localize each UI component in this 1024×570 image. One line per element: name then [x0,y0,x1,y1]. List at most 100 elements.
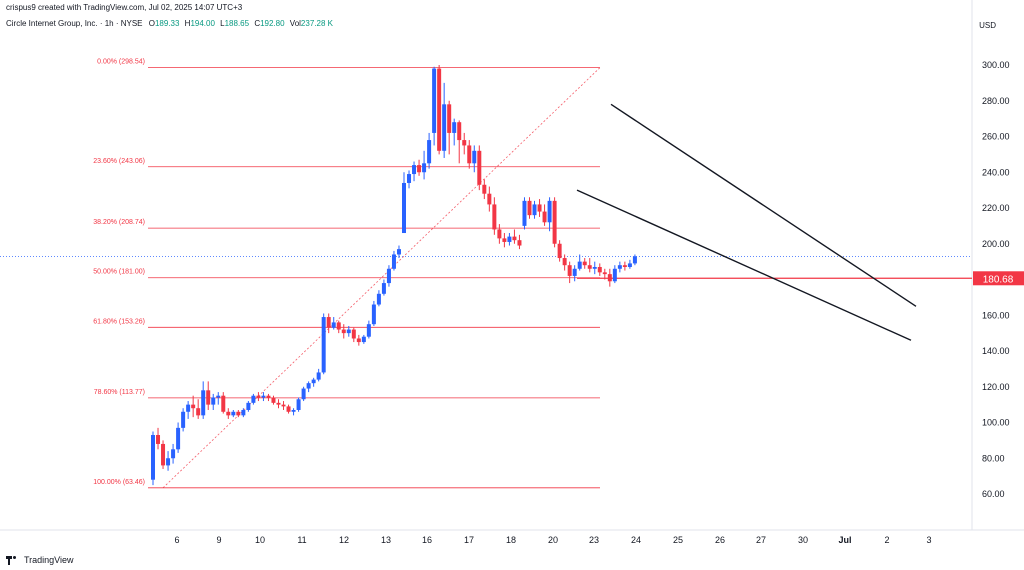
candle-body-66 [482,184,487,194]
fib-level-label-5: 78.60% (113.77) [94,389,145,396]
candle-body-26 [281,404,286,407]
y-tick-label-2: 260.00 [982,132,1010,142]
candle-body-35 [326,317,331,328]
candle-body-30 [301,388,306,400]
tradingview-logo-icon [6,555,20,565]
x-tick-label-1: 9 [216,535,221,545]
candle-body-87 [587,265,592,269]
candle-body-88 [592,266,597,269]
candle-body-85 [577,261,582,269]
candle-body-32 [311,379,316,384]
fib-level-label-0: 0.00% (298.54) [97,59,145,66]
fib-level-label-1: 23.60% (243.06) [93,158,145,165]
x-tick-label-0: 6 [174,535,179,545]
candle-body-29 [296,399,301,410]
y-tick-label-7: 140.00 [982,346,1010,356]
candle-body-10 [201,390,206,416]
x-tick-label-4: 12 [339,535,349,545]
candle-body-6 [181,411,186,428]
candle-body-56 [432,68,437,133]
candle-body-95 [627,263,632,267]
last-price-tag-label: 180.68 [983,274,1014,285]
candle-body-89 [597,266,602,273]
candle-body-39 [346,329,351,334]
candle-body-61 [457,122,462,141]
candle-body-73 [517,240,522,246]
candle-body-49 [396,249,401,255]
y-tick-label-1: 280.00 [982,96,1010,106]
candle-body-60 [452,122,457,133]
low-value: 188.65 [224,19,250,28]
fib-level-label-2: 38.20% (208.74) [93,219,145,226]
x-tick-label-16: Jul [838,535,851,545]
candle-body-11 [206,390,211,405]
candle-body-69 [497,229,502,239]
candle-body-12 [211,397,216,405]
candle-body-94 [622,265,627,267]
candle-body-74 [522,200,527,226]
candle-body-91 [607,274,612,282]
x-tick-label-5: 13 [381,535,391,545]
candle-body-25 [276,402,281,405]
candle-body-24 [271,397,276,403]
tradingview-brand: TradingView [6,555,74,565]
low-label: L [220,19,225,28]
fib-level-label-3: 50.00% (181.00) [93,269,145,276]
candle-body-7 [186,404,191,412]
candle-body-47 [386,268,391,284]
candle-body-13 [216,395,221,398]
x-tick-label-8: 18 [506,535,516,545]
candle-body-70 [502,238,507,242]
wedge-trendline-0 [610,103,917,307]
candle-body-22 [261,395,266,398]
candle-body-2 [161,443,166,466]
candle-body-19 [246,402,251,410]
candle-body-1 [156,435,161,444]
x-tick-label-11: 24 [631,535,641,545]
close-label: C [254,19,261,28]
y-tick-label-3: 240.00 [982,167,1010,177]
candle-body-15 [226,411,231,416]
x-tick-label-15: 30 [798,535,808,545]
candle-body-36 [331,322,336,328]
candle-body-48 [391,254,396,269]
candle-body-80 [552,200,557,244]
candle-body-44 [371,304,376,325]
last-price-tag [973,271,1024,286]
candle-body-31 [306,383,311,389]
candle-body-62 [462,140,467,146]
candle-body-51 [407,174,412,183]
x-tick-label-2: 10 [255,535,265,545]
candle-body-41 [356,338,361,343]
y-tick-label-6: 160.00 [982,310,1010,320]
candle-body-28 [291,409,296,412]
candle-body-84 [572,268,577,276]
candle-body-4 [171,449,176,459]
x-tick-label-9: 20 [548,535,558,545]
candle-body-33 [316,372,321,380]
candle-body-14 [221,395,226,412]
candle-body-92 [612,268,617,282]
candle-body-46 [381,283,386,294]
x-tick-label-10: 23 [589,535,599,545]
x-tick-label-6: 16 [422,535,432,545]
open-label: O [148,19,155,28]
x-tick-label-7: 17 [464,535,474,545]
candle-body-20 [251,395,256,403]
candle-body-76 [532,204,537,216]
candle-body-3 [166,458,171,466]
candle-body-79 [547,200,552,223]
candle-body-0 [151,435,155,480]
y-tick-label-9: 100.00 [982,418,1010,428]
candle-body-16 [231,411,236,416]
y-tick-label-4: 220.00 [982,203,1010,213]
fib-anchor-line [162,67,601,489]
candle-body-67 [487,193,492,205]
brand-label: TradingView [24,555,74,565]
candle-body-65 [477,150,482,185]
ohlc-legend: Circle Internet Group, Inc. · 1h · NYSE … [6,19,336,28]
candle-body-58 [442,104,447,151]
candle-body-63 [467,145,472,164]
high-value: 194.00 [190,19,215,28]
